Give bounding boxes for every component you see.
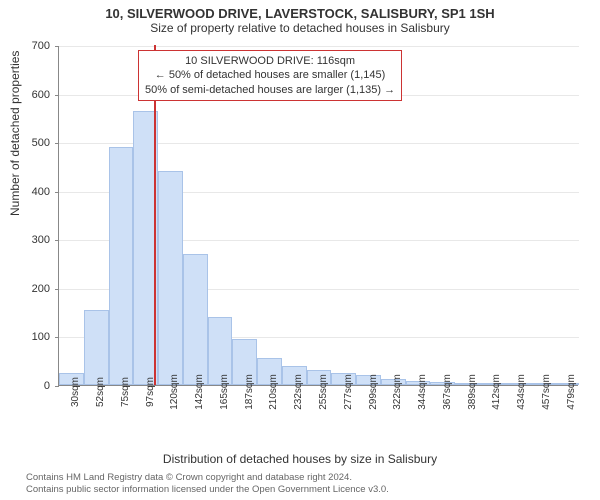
ytick-label: 700 [10, 40, 50, 52]
xtick-label: 52sqm [95, 377, 106, 407]
ytick-label: 100 [10, 331, 50, 343]
footer-attribution: Contains HM Land Registry data © Crown c… [26, 472, 389, 496]
chart-subtitle: Size of property relative to detached ho… [0, 21, 600, 39]
xtick-label: 120sqm [169, 374, 180, 410]
ytick-mark [55, 386, 59, 387]
xtick-label: 255sqm [318, 374, 329, 410]
ytick-mark [55, 46, 59, 47]
xtick-label: 187sqm [244, 374, 255, 410]
xtick-label: 412sqm [491, 374, 502, 410]
ytick-label: 600 [10, 89, 50, 101]
footer-line2: Contains public sector information licen… [26, 484, 389, 496]
xtick-label: 457sqm [541, 374, 552, 410]
xtick-label: 299sqm [368, 374, 379, 410]
chart-title: 10, SILVERWOOD DRIVE, LAVERSTOCK, SALISB… [0, 0, 600, 21]
ytick-label: 400 [10, 186, 50, 198]
xtick-label: 232sqm [293, 374, 304, 410]
annotation-line3: 50% of semi-detached houses are larger (… [145, 83, 395, 97]
ytick-mark [55, 289, 59, 290]
histogram-bar [109, 147, 134, 385]
ytick-mark [55, 337, 59, 338]
ytick-mark [55, 143, 59, 144]
ytick-label: 300 [10, 234, 50, 246]
ytick-mark [55, 95, 59, 96]
xtick-label: 30sqm [70, 377, 81, 407]
gridline [59, 46, 579, 47]
xtick-label: 210sqm [268, 374, 279, 410]
property-annotation: 10 SILVERWOOD DRIVE: 116sqm ← 50% of det… [138, 50, 402, 101]
annotation-line2: ← 50% of detached houses are smaller (1,… [145, 68, 395, 82]
ytick-mark [55, 192, 59, 193]
xtick-label: 97sqm [145, 377, 156, 407]
xtick-label: 277sqm [343, 374, 354, 410]
histogram-bar [158, 171, 183, 385]
xtick-label: 479sqm [566, 374, 577, 410]
xtick-label: 389sqm [467, 374, 478, 410]
xtick-label: 367sqm [442, 374, 453, 410]
histogram-bar [183, 254, 208, 385]
xtick-label: 142sqm [194, 374, 205, 410]
xtick-label: 322sqm [392, 374, 403, 410]
chart-area: 10 SILVERWOOD DRIVE: 116sqm ← 50% of det… [58, 46, 578, 416]
xtick-label: 75sqm [120, 377, 131, 407]
xtick-label: 344sqm [417, 374, 428, 410]
histogram-bar [84, 310, 109, 385]
ytick-label: 500 [10, 137, 50, 149]
xtick-label: 165sqm [219, 374, 230, 410]
ytick-label: 0 [10, 380, 50, 392]
footer-line1: Contains HM Land Registry data © Crown c… [26, 472, 389, 484]
ytick-mark [55, 240, 59, 241]
ytick-label: 200 [10, 283, 50, 295]
xtick-label: 434sqm [516, 374, 527, 410]
annotation-line1: 10 SILVERWOOD DRIVE: 116sqm [145, 54, 395, 68]
x-axis-label: Distribution of detached houses by size … [0, 452, 600, 466]
